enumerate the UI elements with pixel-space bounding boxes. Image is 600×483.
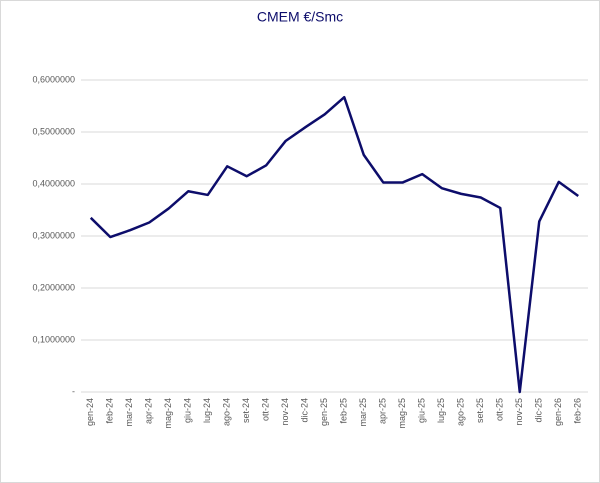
y-tick-label: 0,4000000 <box>32 178 75 188</box>
x-tick-label: dic-24 <box>300 398 310 423</box>
x-tick-label: mag-25 <box>397 398 407 429</box>
x-tick-label: gen-25 <box>319 398 329 426</box>
x-tick-label: apr-25 <box>378 398 388 424</box>
x-tick-label: ago-24 <box>222 398 232 426</box>
y-tick-label: 0,2000000 <box>32 282 75 292</box>
x-tick-label: nov-24 <box>280 398 290 426</box>
x-tick-label: feb-26 <box>573 398 583 424</box>
x-tick-label: gen-24 <box>85 398 95 426</box>
x-tick-label: mar-24 <box>124 398 134 427</box>
x-tick-label: dic-25 <box>534 398 544 423</box>
x-tick-label: lug-25 <box>436 398 446 423</box>
chart-title: CMEM €/Smc <box>257 9 343 25</box>
x-tick-label: ago-25 <box>456 398 466 426</box>
x-tick-label: mag-24 <box>163 398 173 429</box>
x-tick-label: mar-25 <box>358 398 368 427</box>
y-tick-label: 0,6000000 <box>32 74 75 84</box>
y-tick-label: - <box>72 386 75 396</box>
x-tick-label: giu-24 <box>183 398 193 423</box>
y-tick-label: 0,5000000 <box>32 126 75 136</box>
x-tick-label: set-25 <box>475 398 485 423</box>
x-tick-label: feb-24 <box>105 398 115 424</box>
x-tick-label: feb-25 <box>339 398 349 424</box>
x-tick-label: ott-24 <box>261 398 271 421</box>
x-tick-label: set-24 <box>241 398 251 423</box>
x-tick-label: ott-25 <box>495 398 505 421</box>
y-tick-label: 0,1000000 <box>32 334 75 344</box>
x-tick-label: lug-24 <box>202 398 212 423</box>
x-tick-label: giu-25 <box>417 398 427 423</box>
data-line <box>89 95 579 394</box>
x-tick-label: apr-24 <box>144 398 154 424</box>
x-tick-label: nov-25 <box>514 398 524 426</box>
x-tick-label: gen-26 <box>553 398 563 426</box>
y-tick-label: 0,3000000 <box>32 230 75 240</box>
